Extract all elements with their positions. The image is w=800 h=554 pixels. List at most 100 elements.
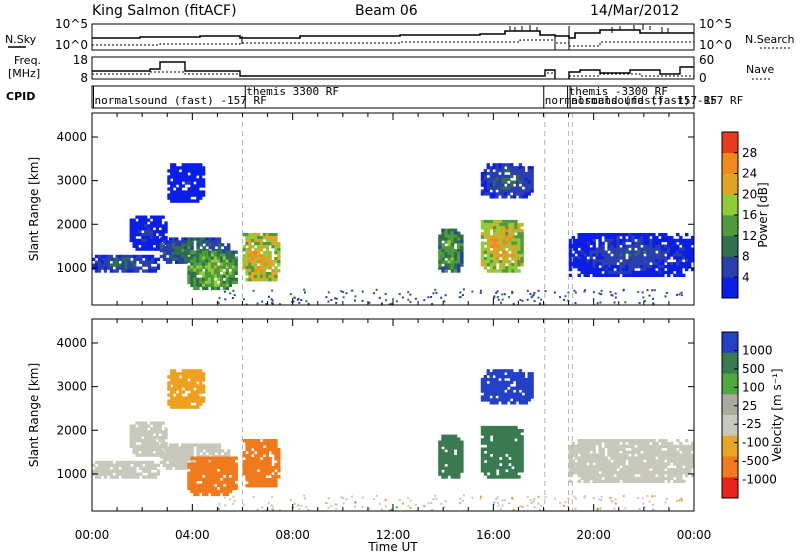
heatmap-cell (518, 180, 523, 184)
heatmap-cell (652, 267, 656, 272)
heatmap-cell (580, 473, 584, 478)
heatmap-cell (682, 447, 686, 451)
heatmap-cell (213, 268, 218, 272)
heatmap-cell (121, 466, 125, 470)
heatmap-cell (486, 238, 491, 242)
heatmap-cell (652, 250, 656, 254)
heatmap-cell (486, 459, 491, 464)
heatmap-cell (691, 259, 695, 263)
heatmap-cell (262, 472, 267, 476)
heatmap-cell (145, 469, 149, 473)
heatmap-cell (625, 247, 629, 251)
heatmap-cell (277, 254, 281, 258)
heatmap-cell (483, 169, 487, 173)
heatmap-cell (193, 265, 197, 269)
heatmap-speckle (345, 498, 348, 501)
heatmap-cell (643, 250, 647, 254)
heatmap-cell (505, 226, 509, 230)
heatmap-cell (190, 193, 194, 197)
heatmap-cell (447, 472, 452, 476)
heatmap-cell (187, 259, 191, 263)
heatmap-cell (631, 273, 635, 277)
heatmap-cell (643, 439, 647, 443)
heatmap-cell (508, 435, 512, 439)
heatmap-cell (170, 390, 174, 394)
heatmap-cell (164, 433, 168, 437)
heatmap-cell (502, 238, 506, 242)
heatmap-cell (450, 457, 455, 462)
heatmap-cell (517, 256, 521, 261)
heatmap-cell (145, 269, 149, 273)
heatmap-cell (489, 472, 494, 476)
heatmap-cell (628, 468, 632, 472)
heatmap-speckle (390, 508, 393, 511)
heatmap-cell (505, 244, 509, 249)
heatmap-cell (646, 447, 650, 451)
heatmap-cell (508, 475, 512, 479)
heatmap-cell (245, 242, 249, 246)
heatmap-cell (135, 433, 139, 437)
heatmap-speckle (292, 506, 295, 509)
heatmap-cell (178, 181, 183, 185)
heatmap-cell (504, 189, 508, 193)
heatmap-cell (441, 234, 445, 238)
heatmap-speckle (508, 502, 511, 505)
heatmap-cell (265, 257, 269, 261)
heatmap-speckle (340, 290, 343, 293)
heatmap-cell (184, 452, 188, 456)
heatmap-cell (190, 250, 194, 254)
heatmap-cell (502, 447, 506, 451)
heatmap-cell (187, 268, 191, 272)
heatmap-cell (592, 471, 596, 475)
heatmap-cell (501, 386, 505, 390)
heatmap-cell (498, 166, 502, 170)
heatmap-cell (589, 462, 593, 466)
heatmap-cell (640, 468, 644, 472)
heatmap-cell (658, 465, 662, 469)
heatmap-cell (438, 443, 442, 447)
heatmap-cell (231, 483, 235, 487)
heatmap-cell (262, 475, 267, 479)
heatmap-cell (149, 247, 154, 251)
heatmap-cell (268, 463, 272, 467)
heatmap-cell (268, 278, 272, 282)
heatmap-cell (507, 177, 511, 181)
heatmap-cell (130, 266, 134, 270)
heatmap-cell (257, 481, 261, 485)
heatmap-cell (655, 241, 659, 245)
heatmap-cell (268, 275, 272, 279)
heatmap-cell (251, 460, 255, 464)
heatmap-cell (595, 439, 599, 443)
heatmap-speckle (242, 298, 245, 301)
heatmap-cell (254, 442, 258, 446)
heatmap-cell (228, 253, 232, 257)
heatmap-cell (193, 456, 197, 460)
heatmap-cell (521, 192, 526, 196)
heatmap-cell (190, 452, 194, 456)
heatmap-cell (130, 263, 134, 267)
heatmap-speckle (296, 298, 299, 301)
heatmap-cell (196, 372, 200, 376)
heatmap-cell (586, 444, 590, 449)
heatmap-cell (510, 186, 514, 190)
heatmap-cell (646, 270, 650, 275)
heatmap-cell (248, 454, 252, 458)
heatmap-cell (511, 475, 515, 479)
heatmap-cell (655, 265, 659, 269)
heatmap-cell (450, 475, 455, 479)
heatmap-cell (508, 232, 512, 236)
heatmap-cell (625, 267, 629, 272)
heatmap-cell (257, 460, 261, 464)
heatmap-cell (190, 262, 194, 266)
heatmap-cell (661, 247, 665, 251)
heatmap-cell (184, 466, 188, 470)
heatmap-cell (574, 250, 578, 254)
heatmap-cell (109, 269, 113, 273)
heatmap-cell (667, 273, 671, 277)
heatmap-cell (441, 254, 445, 259)
heatmap-cell (685, 456, 689, 460)
heatmap-cell (248, 278, 252, 282)
heatmap-cell (571, 441, 575, 446)
heatmap-cell (152, 238, 157, 243)
heatmap-cell (613, 262, 617, 266)
